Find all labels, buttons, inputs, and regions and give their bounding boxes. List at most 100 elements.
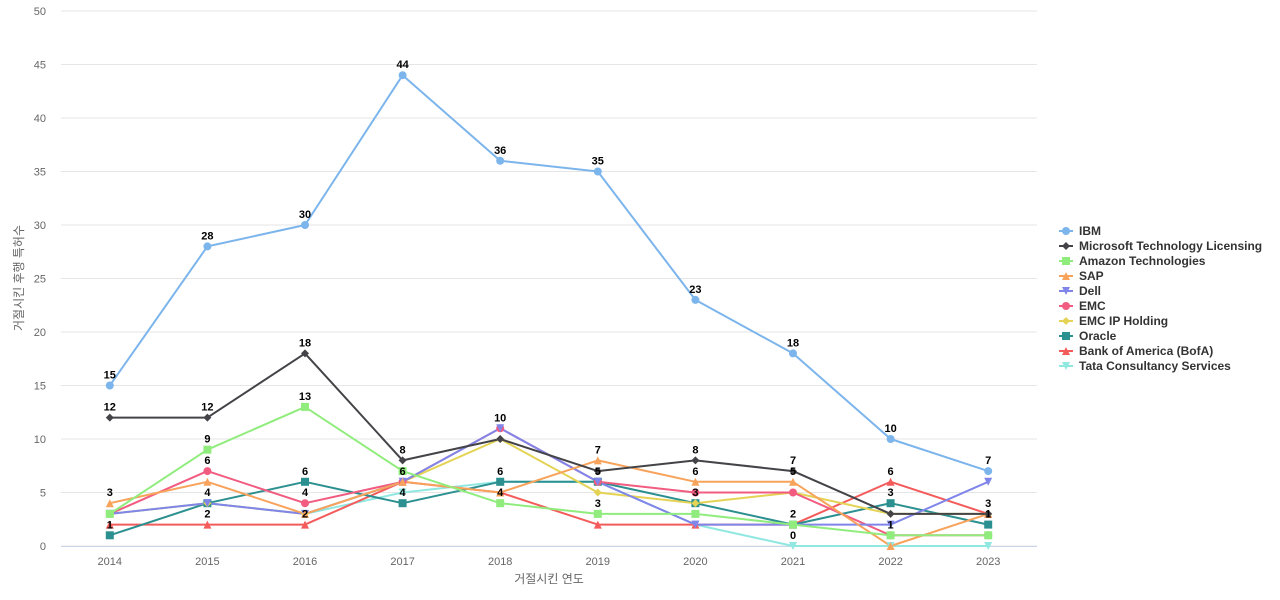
data-label-bank-of-america-bofa: 2 [302, 509, 308, 521]
point-emc [691, 488, 700, 497]
data-label-emc-ip-holding: 3 [985, 498, 991, 510]
data-label-amazon-technologies: 13 [299, 391, 311, 403]
point-amazon-technologies [496, 499, 505, 508]
point-dell [496, 424, 505, 433]
data-label-sap: 7 [595, 444, 601, 456]
point-oracle [398, 499, 407, 508]
legend-item-microsoft-technology-licensing[interactable]: Microsoft Technology Licensing [1059, 239, 1262, 253]
legend-item-tata-consultancy-services[interactable]: Tata Consultancy Services [1059, 359, 1231, 373]
legend-item-amazon-technologies[interactable]: Amazon Technologies [1059, 254, 1206, 268]
point-ibm [203, 242, 212, 251]
data-label-oracle: 5 [595, 466, 601, 478]
point-sap [789, 477, 797, 486]
x-tick-label: 2015 [195, 556, 219, 568]
point-oracle [886, 499, 895, 508]
x-axis-title: 거절시킨 연도 [514, 572, 584, 586]
point-oracle [984, 520, 993, 529]
data-label-emc-ip-holding: 4 [204, 487, 211, 499]
legend-label-sap: SAP [1079, 269, 1104, 283]
point-ibm [105, 381, 114, 390]
point-amazon-technologies [301, 402, 309, 411]
point-sap [593, 456, 602, 465]
point-sap [496, 488, 505, 497]
legend-item-emc[interactable]: EMC [1059, 299, 1106, 313]
legend-item-emc-ip-holding[interactable]: EMC IP Holding [1059, 314, 1168, 328]
x-tick-label: 2016 [293, 556, 317, 568]
point-amazon-technologies [984, 531, 993, 540]
point-microsoft-technology-licensing [984, 509, 993, 518]
legend-item-sap[interactable]: SAP [1059, 269, 1104, 283]
data-label-bank-of-america-bofa: 2 [790, 509, 796, 521]
data-label-sap: 3 [107, 487, 113, 499]
point-dell [593, 477, 602, 486]
data-label-emc: 10 [494, 412, 506, 424]
point-sap [105, 499, 114, 508]
x-tick-label: 2023 [976, 556, 1000, 568]
x-axis-ticks: 2014 2015 2016 2017 2018 2019 2020 2021 2022 2023 [61, 546, 1037, 568]
legend-label-dell: Dell [1079, 284, 1101, 298]
data-label-ibm: 23 [689, 284, 701, 296]
x-tick-label: 2021 [781, 556, 805, 568]
point-amazon-technologies [398, 467, 407, 476]
point-microsoft-technology-licensing [301, 349, 309, 358]
point-microsoft-technology-licensing [789, 467, 797, 476]
point-amazon-technologies [105, 509, 114, 518]
point-bank-of-america-bofa [203, 520, 212, 529]
legend-label-ibm: IBM [1079, 224, 1101, 238]
point-ibm [398, 71, 407, 80]
data-label-oracle: 4 [400, 487, 407, 499]
point-microsoft-technology-licensing [886, 509, 895, 518]
x-tick-label: 2018 [488, 556, 512, 568]
point-ibm [886, 435, 895, 443]
data-label-microsoft-technology-licensing: 12 [201, 402, 213, 414]
legend-item-ibm[interactable]: IBM [1059, 224, 1101, 238]
point-emc-ip-holding [691, 499, 700, 508]
point-sap [398, 477, 407, 486]
point-microsoft-technology-licensing [203, 413, 212, 422]
series-line-sap [109, 459, 989, 547]
data-label-ibm: 18 [787, 337, 799, 349]
data-label-oracle: 3 [692, 487, 698, 499]
point-emc [203, 467, 212, 476]
data-label-bank-of-america-bofa: 2 [204, 509, 210, 521]
data-label-oracle: 6 [497, 466, 503, 478]
x-tick-label: 2022 [878, 556, 902, 568]
legend-marker-bank-of-america-bofa [1062, 347, 1070, 355]
point-ibm [496, 156, 505, 165]
legend-marker-ibm [1062, 227, 1070, 235]
point-bank-of-america-bofa [886, 477, 895, 486]
point-bank-of-america-bofa [105, 520, 114, 529]
point-dell [984, 477, 993, 486]
point-emc-ip-holding [593, 488, 602, 497]
point-microsoft-technology-licensing [691, 456, 700, 465]
point-amazon-technologies [203, 445, 212, 454]
point-microsoft-technology-licensing [496, 435, 505, 443]
legend-marker-sap [1062, 272, 1070, 280]
point-sap [886, 542, 895, 550]
data-label-microsoft-technology-licensing: 8 [400, 444, 406, 456]
point-amazon-technologies [886, 531, 895, 540]
legend-item-dell[interactable]: Dell [1059, 284, 1101, 298]
point-amazon-technologies [691, 509, 700, 518]
point-amazon-technologies [593, 509, 602, 518]
data-label-sap: 6 [400, 466, 406, 478]
legend-label-bank-of-america-bofa: Bank of America (BofA) [1079, 344, 1213, 358]
series-lines [108, 74, 989, 547]
data-label-ibm: 44 [396, 59, 409, 71]
y-tick-label: 25 [34, 274, 46, 286]
y-tick-label: 20 [34, 327, 46, 339]
point-ibm [789, 349, 797, 358]
y-tick-label: 15 [34, 381, 46, 393]
y-tick-label: 0 [40, 541, 46, 553]
series-line-amazon-technologies [109, 405, 989, 537]
legend-item-oracle[interactable]: Oracle [1059, 329, 1117, 343]
series-line-microsoft-technology-licensing [109, 352, 989, 515]
point-bank-of-america-bofa [301, 520, 309, 529]
legend-item-bank-of-america-bofa[interactable]: Bank of America (BofA) [1059, 344, 1213, 358]
legend-label-oracle: Oracle [1079, 329, 1117, 343]
data-label-amazon-technologies: 3 [595, 498, 601, 510]
data-label-amazon-technologies: 4 [497, 487, 504, 499]
point-emc [301, 499, 309, 508]
point-tata-consultancy-services [984, 542, 993, 550]
